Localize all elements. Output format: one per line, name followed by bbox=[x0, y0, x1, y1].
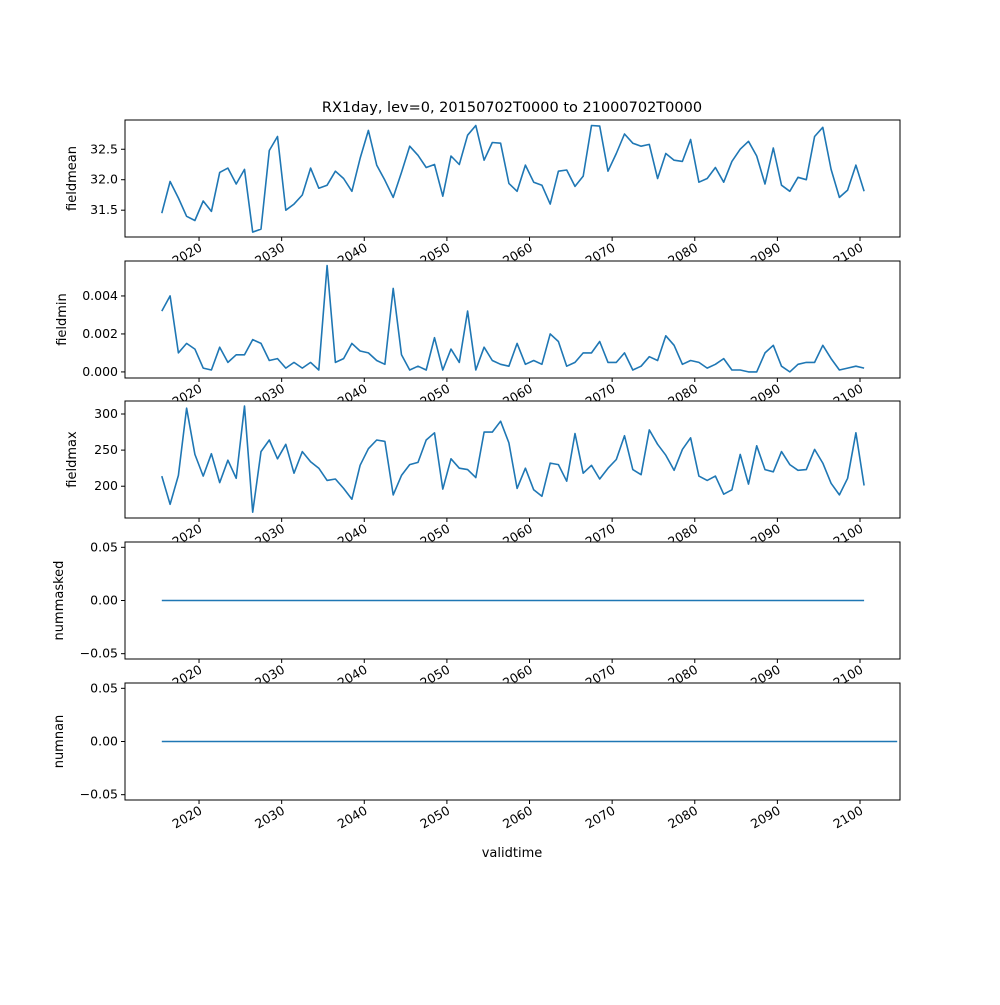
y-tick-label: 32.5 bbox=[90, 141, 118, 156]
y-axis-label: fieldmax bbox=[65, 431, 80, 488]
data-line-fieldmean bbox=[161, 124, 865, 233]
y-tick-label: 250 bbox=[94, 442, 118, 457]
y-tick-label: 0.05 bbox=[90, 680, 118, 695]
subplot-numnan: −0.05 0.00 0.05 numnan 2020 2030 2040 2050 2060 2… bbox=[52, 680, 901, 832]
data-line-fieldmin bbox=[161, 264, 865, 373]
x-tick-label: 2050 bbox=[417, 803, 452, 832]
y-tick-label: 0.00 bbox=[90, 734, 118, 749]
x-tick-label: 2100 bbox=[830, 803, 865, 832]
y-tick-label: −0.05 bbox=[80, 787, 118, 802]
x-tick-label: 2040 bbox=[335, 803, 370, 832]
axes-background bbox=[125, 120, 900, 237]
y-axis-label: fieldmean bbox=[65, 146, 80, 211]
y-tick-label: 32.0 bbox=[90, 172, 118, 187]
y-axis-label: numnan bbox=[52, 715, 67, 769]
y-axis-label: fieldmin bbox=[55, 293, 70, 346]
axes-background bbox=[125, 261, 900, 378]
data-line-fieldmax bbox=[161, 405, 865, 514]
x-axis-label: validtime bbox=[482, 846, 543, 861]
y-tick-label: 0.05 bbox=[90, 539, 118, 554]
y-tick-label: 31.5 bbox=[90, 202, 118, 217]
y-axis-label: nummasked bbox=[52, 561, 67, 641]
x-tick-label: 2090 bbox=[748, 803, 783, 832]
x-tick-label: 2020 bbox=[169, 803, 204, 832]
y-tick-label: 0.00 bbox=[90, 593, 118, 608]
y-tick-label: 0.004 bbox=[82, 288, 118, 303]
y-tick-label: 300 bbox=[94, 406, 118, 421]
axes-frame bbox=[124, 119, 901, 238]
x-tick-label: 2080 bbox=[665, 803, 700, 832]
axes-frame bbox=[124, 260, 901, 379]
x-tick-label: 2030 bbox=[252, 803, 287, 832]
x-tick-label: 2060 bbox=[500, 803, 535, 832]
x-tick-label: 2070 bbox=[583, 803, 618, 832]
y-tick-label: 200 bbox=[94, 478, 118, 493]
axes-frame bbox=[124, 400, 901, 519]
y-tick-label: −0.05 bbox=[80, 646, 118, 661]
y-tick-label: 0.002 bbox=[82, 326, 118, 341]
y-tick-label: 0.000 bbox=[82, 364, 118, 379]
chart-title: RX1day, lev=0, 20150702T0000 to 21000702… bbox=[322, 100, 702, 116]
